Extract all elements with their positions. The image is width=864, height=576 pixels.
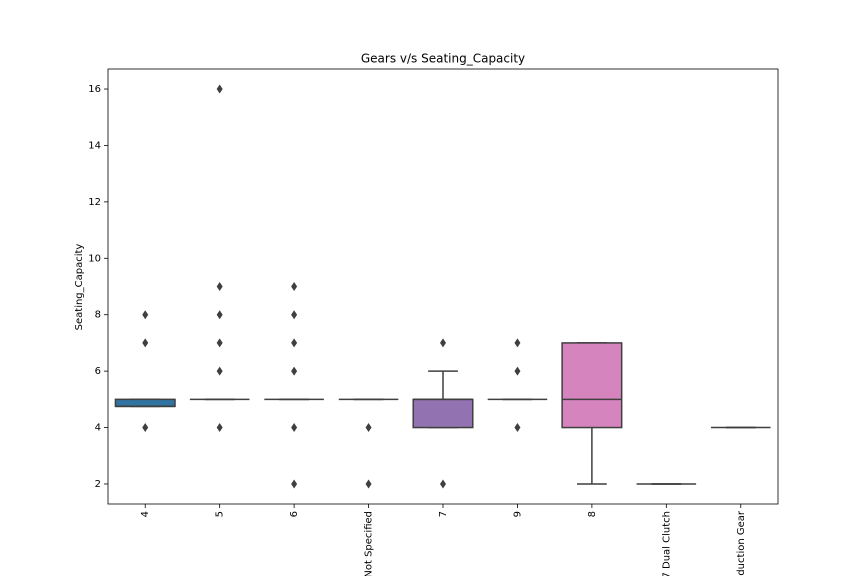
outlier: [216, 282, 223, 291]
outlier: [216, 84, 223, 94]
x-tick-label: Reduction Gear: [736, 510, 747, 576]
outlier: [142, 423, 149, 433]
outlier: [440, 479, 446, 489]
outlier: [291, 310, 298, 320]
y-axis-label: Seating_Capacity: [74, 244, 85, 331]
outlier: [365, 479, 372, 489]
y-tick-label: 10: [88, 253, 101, 264]
y-tick-label: 16: [88, 84, 101, 95]
box: [114, 398, 176, 408]
outlier: [291, 366, 298, 376]
y-tick-label: 8: [95, 310, 101, 321]
x-tick-label: 4: [140, 511, 151, 517]
x-tick-label: 9: [512, 511, 523, 517]
x-tick-label: 7: [438, 511, 449, 517]
outlier: [216, 423, 223, 433]
x-tick-label: 5: [215, 511, 226, 517]
x-tick-label: 8: [587, 511, 598, 517]
y-tick-label: 2: [95, 479, 101, 490]
x-tick-label: 6: [289, 511, 300, 517]
outlier: [365, 423, 372, 433]
y-tick-label: 12: [88, 197, 101, 208]
outlier: [291, 338, 298, 348]
outlier: [514, 423, 521, 433]
outlier: [514, 338, 521, 348]
outlier: [142, 338, 149, 348]
outlier: [440, 338, 446, 348]
y-tick-label: 14: [88, 140, 101, 151]
plot-frame: [107, 68, 779, 505]
box: [412, 398, 474, 429]
outlier: [216, 338, 223, 348]
x-tick-label: 7 Dual Clutch: [661, 511, 672, 576]
outlier: [216, 310, 223, 320]
chart-title: Gears v/s Seating_Capacity: [361, 52, 525, 66]
outlier: [291, 282, 298, 291]
outlier: [216, 366, 223, 376]
box: [561, 342, 623, 429]
y-tick-label: 6: [95, 366, 101, 377]
x-tick-label: Not Specified: [364, 511, 375, 576]
outlier: [291, 479, 298, 489]
y-tick-label: 4: [95, 423, 101, 434]
outlier: [514, 366, 521, 376]
outlier: [142, 310, 149, 320]
outlier: [291, 423, 298, 433]
